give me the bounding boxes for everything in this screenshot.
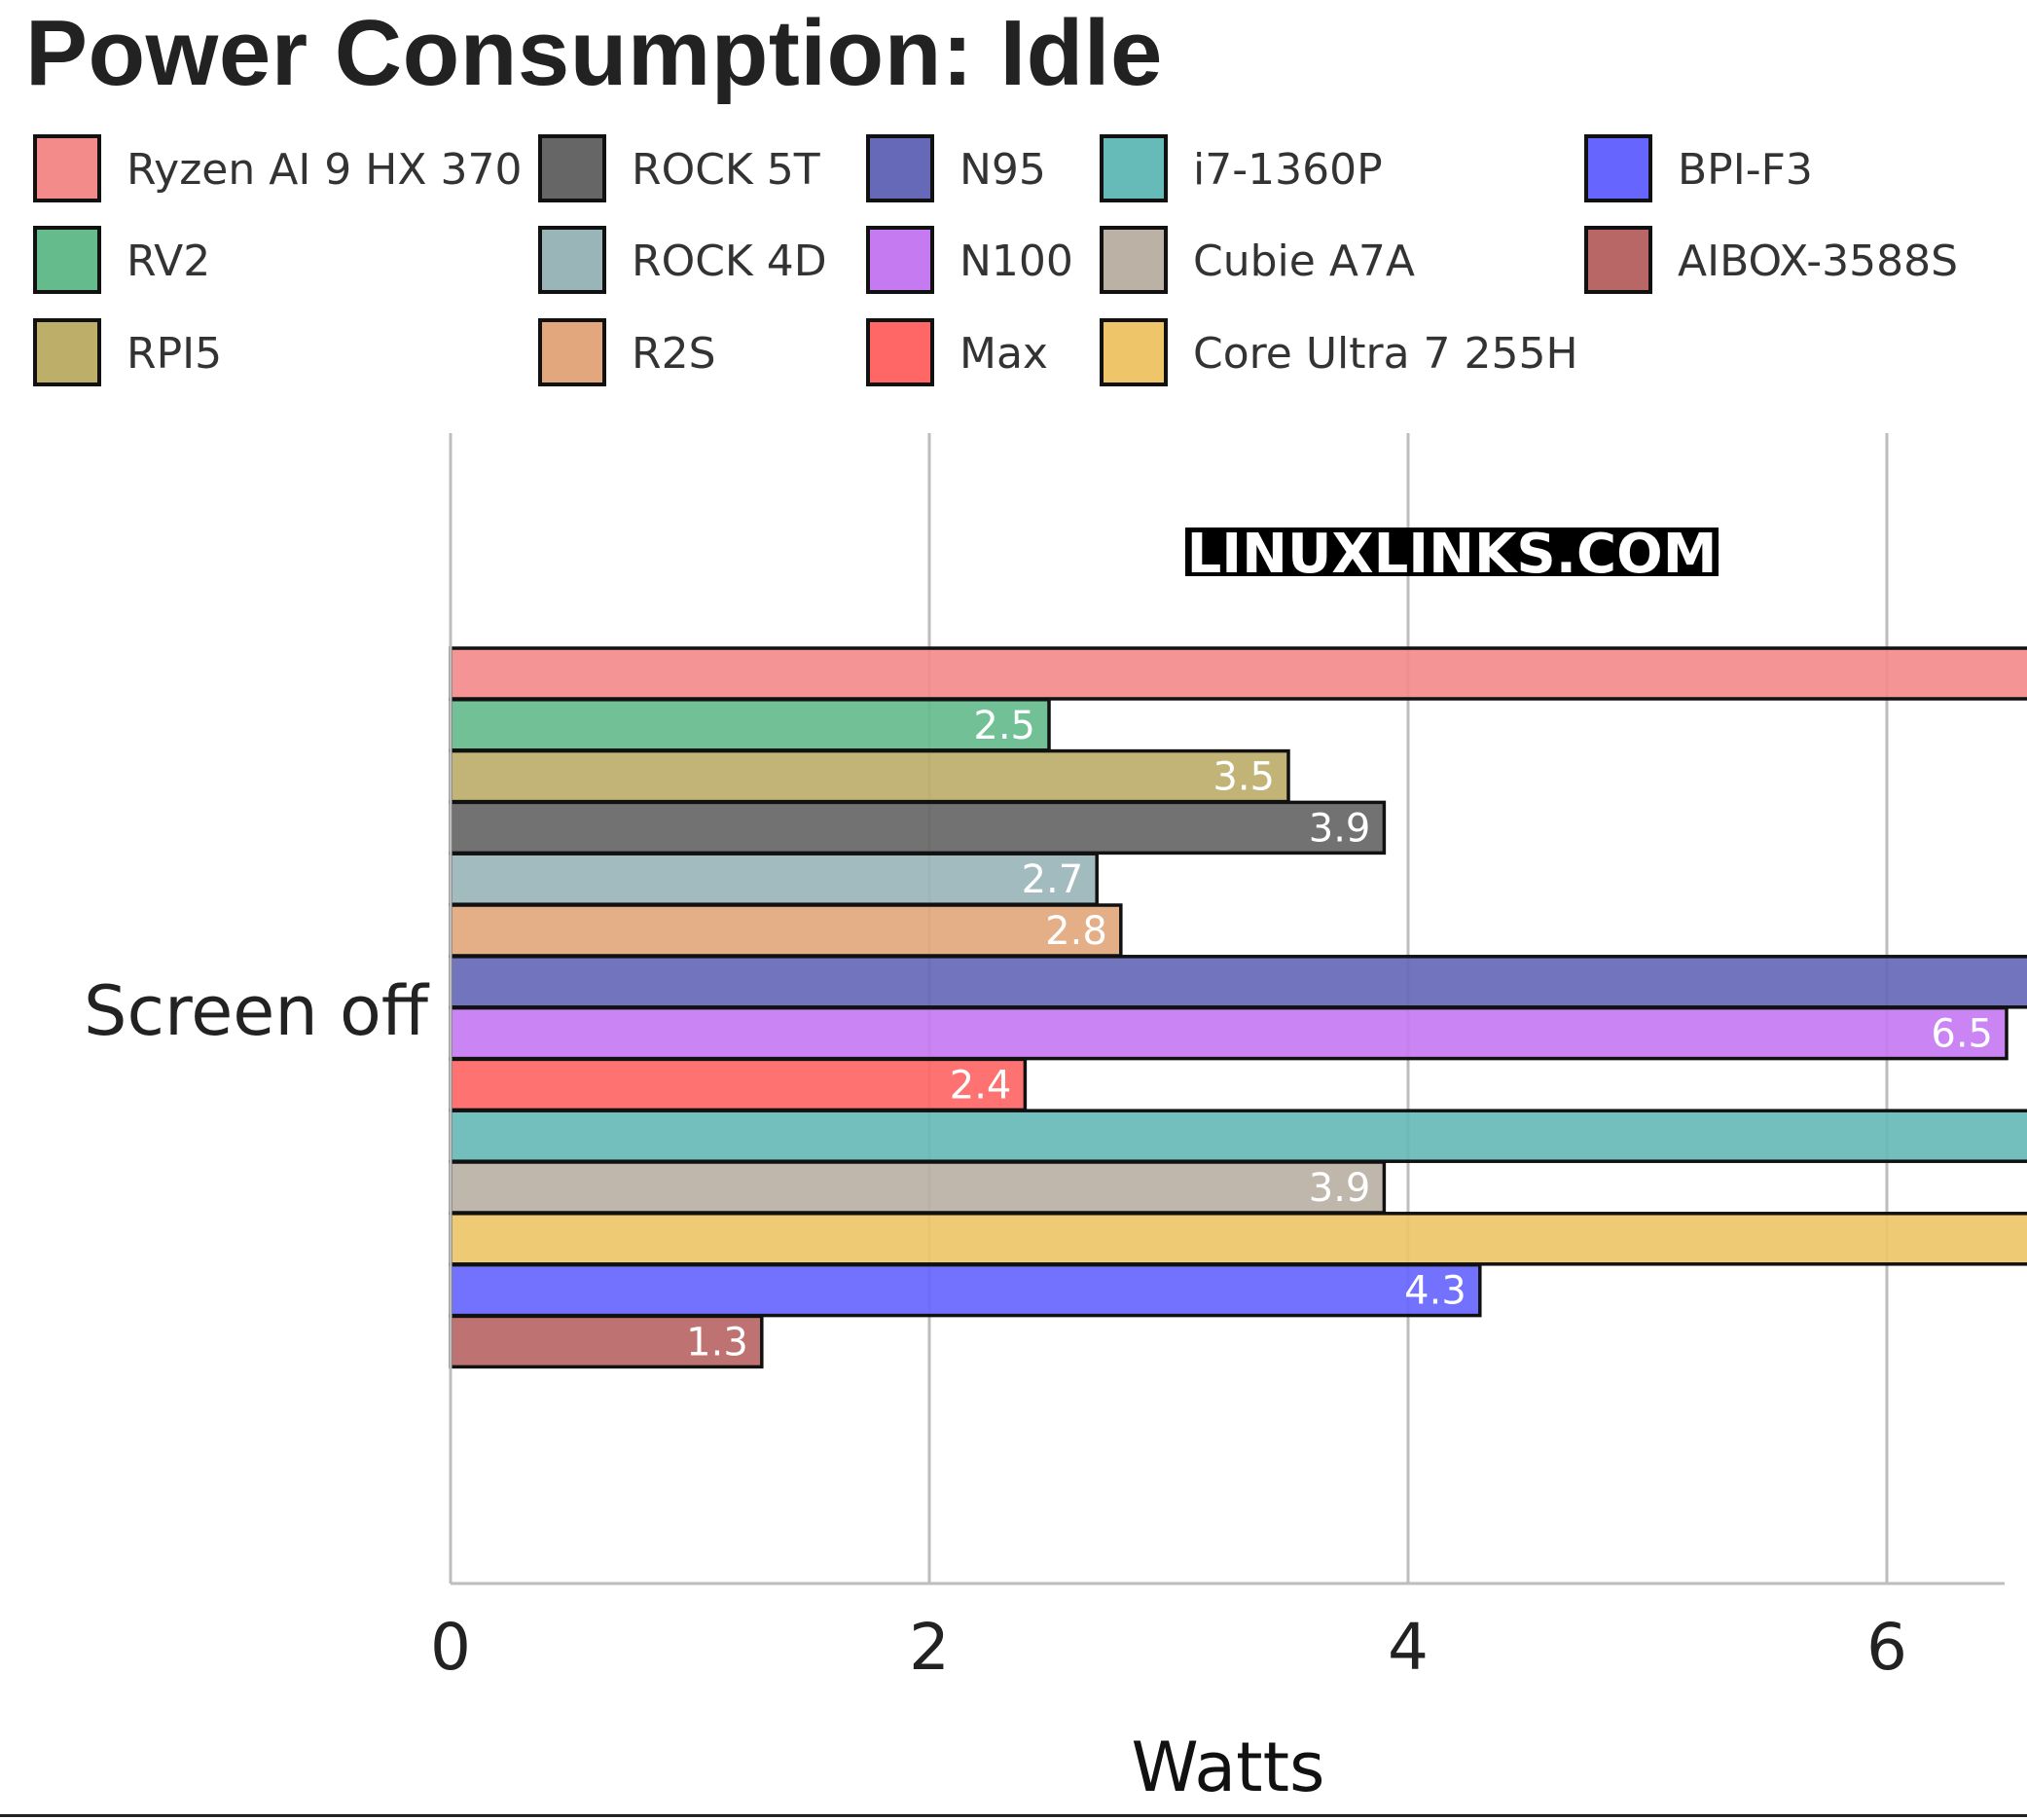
bar-ryzen-ai-9-hx-370 [449, 646, 2027, 701]
x-tick-label-6: 6 [1866, 1610, 1907, 1685]
legend-label: RV2 [127, 237, 210, 286]
legend-swatch [866, 226, 934, 294]
legend-item-ryzen-ai-9-hx-370: Ryzen AI 9 HX 370 [33, 134, 522, 202]
legend-item-core-ultra-7-255h: Core Ultra 7 255H [1100, 318, 1578, 386]
x-tick-label-0: 0 [430, 1610, 471, 1685]
watermark-background [1185, 528, 1719, 576]
bar-group-core-ultra-7-255h: 9.1 [449, 1212, 2027, 1266]
legend-item-n95: N95 [866, 134, 1046, 202]
bar-value-label: 2.8 [1045, 909, 1107, 954]
bar-cubie-a7a [449, 1160, 1387, 1215]
x-tick-label-2: 2 [909, 1610, 950, 1685]
bar-rv2 [449, 698, 1051, 752]
legend-label: R2S [632, 329, 716, 379]
legend-item-bpi-f3: BPI-F3 [1584, 134, 1813, 202]
legend-item-max: Max [866, 318, 1048, 386]
legend-item-aibox-3588s: AIBOX-3588S [1584, 226, 1958, 294]
legend-swatch [538, 134, 606, 202]
bar-max [449, 1057, 1028, 1112]
bar-group-rock-5t: 3.9 [449, 800, 1387, 855]
legend-label: N95 [959, 145, 1046, 195]
legend-label: ROCK 5T [632, 145, 820, 195]
legend-label: AIBOX-3588S [1678, 237, 1958, 286]
legend-swatch [33, 318, 101, 386]
legend-item-rock-5t: ROCK 5T [538, 134, 820, 202]
x-tick-label-4: 4 [1388, 1610, 1429, 1685]
bar-value-label: 2.7 [1022, 857, 1084, 902]
legend-swatch [866, 318, 934, 386]
bar-rock-5t [449, 800, 1387, 855]
bar-group-n95: 7.8 [449, 955, 2027, 1009]
legend-item-cubie-a7a: Cubie A7A [1100, 226, 1415, 294]
bar-n95 [449, 955, 2027, 1009]
bar-value-label: 3.9 [1309, 1166, 1371, 1211]
axes: 024681012WattsScreen off [84, 433, 2005, 1807]
bar-group-rpi5: 3.5 [449, 748, 1290, 804]
bar-group-r2s: 2.8 [449, 903, 1123, 958]
chart-title: Power Consumption: Idle [25, 1, 1163, 105]
legend-swatch [538, 226, 606, 294]
bar-n100 [449, 1005, 2009, 1061]
legend-item-i7-1360p: i7-1360P [1100, 134, 1383, 202]
bar-group-rock-4d: 2.7 [449, 852, 1099, 906]
legend-label: N100 [959, 237, 1073, 286]
bar-group-cubie-a7a: 3.9 [449, 1160, 1387, 1215]
bar-value-label: 4.3 [1404, 1269, 1466, 1314]
legend-swatch [538, 318, 606, 386]
legend-item-rock-4d: ROCK 4D [538, 226, 827, 294]
bar-group-max: 2.4 [449, 1057, 1028, 1112]
x-axis-title: Watts [1132, 1728, 1325, 1807]
bar-value-label: 3.9 [1309, 806, 1371, 851]
bar-group-rv2: 2.5 [449, 698, 1051, 752]
bar-value-label: 3.5 [1213, 755, 1275, 800]
bar-group-bpi-f3: 4.3 [449, 1262, 1482, 1318]
watermark-text: LINUXLINKS.COM [1187, 523, 1718, 586]
legend-label: ROCK 4D [632, 237, 827, 286]
bar-r2s [449, 903, 1123, 958]
bar-value-label: 2.5 [973, 704, 1035, 748]
bar-bpi-f3 [449, 1262, 1482, 1318]
legend-item-n100: N100 [866, 226, 1073, 294]
legend-label: Core Ultra 7 255H [1193, 329, 1578, 379]
bar-value-label: 1.3 [686, 1320, 748, 1365]
bar-group-aibox-3588s: 1.3 [449, 1314, 764, 1369]
legend-label: BPI-F3 [1678, 145, 1813, 195]
bar-group-ryzen-ai-9-hx-370: 6.9 [449, 646, 2027, 701]
bar-rock-4d [449, 852, 1099, 906]
legend-swatch [1584, 134, 1652, 202]
legend-swatch [1100, 318, 1168, 386]
legend-item-r2s: R2S [538, 318, 716, 386]
bar-rpi5 [449, 748, 1290, 804]
legend-label: Cubie A7A [1193, 237, 1415, 286]
legend-swatch [1100, 134, 1168, 202]
bottom-rule [0, 1814, 2027, 1817]
bar-group-i7-1360p: 12.7 [449, 1109, 2027, 1163]
bar-value-label: 6.5 [1931, 1012, 1993, 1057]
legend-swatch [866, 134, 934, 202]
legend: Ryzen AI 9 HX 370 ROCK 5T N95 i7-1360P BPI-F… [33, 134, 1958, 386]
legend-swatch [33, 226, 101, 294]
bar-value-label: 2.4 [950, 1063, 1012, 1108]
legend-swatch [1584, 226, 1652, 294]
legend-label: Ryzen AI 9 HX 370 [127, 145, 522, 195]
legend-item-rpi5: RPI5 [33, 318, 222, 386]
legend-label: i7-1360P [1193, 145, 1383, 195]
watermark: LINUXLINKS.COM [1185, 523, 1719, 586]
bars: 6.92.53.53.92.72.87.86.52.412.73.99.14.3… [449, 646, 2027, 1369]
legend-label: RPI5 [127, 329, 222, 379]
bar-core-ultra-7-255h [449, 1212, 2027, 1266]
legend-swatch [1100, 226, 1168, 294]
legend-item-rv2: RV2 [33, 226, 210, 294]
bar-i7-1360p [449, 1109, 2027, 1163]
legend-swatch [33, 134, 101, 202]
category-label-screen-off: Screen off [84, 971, 430, 1051]
legend-label: Max [959, 329, 1048, 379]
bar-group-n100: 6.5 [449, 1005, 2009, 1061]
